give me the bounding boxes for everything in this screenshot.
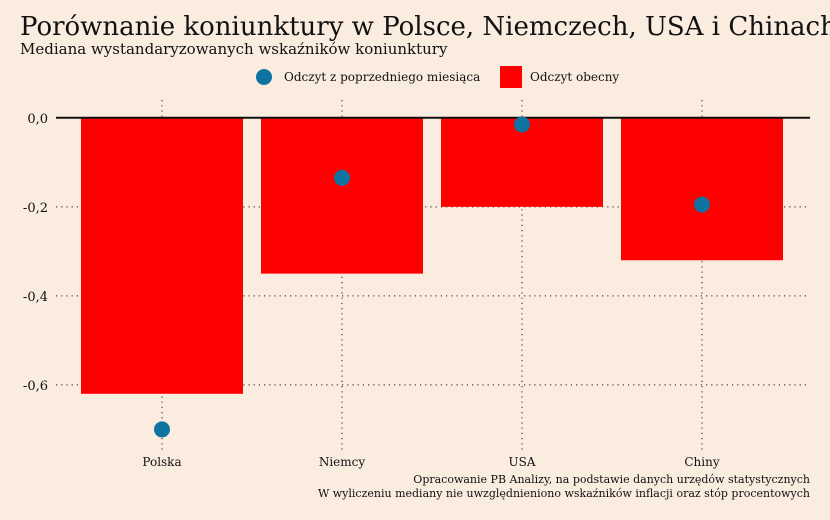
legend-marker-current — [500, 66, 522, 88]
legend-item-previous: Odczyt z poprzedniego miesiąca — [256, 66, 480, 88]
x-tick-label-niemcy: Niemcy — [319, 455, 366, 469]
point-niemcy — [334, 169, 350, 186]
legend-marker-previous — [256, 69, 272, 85]
legend-label-previous: Odczyt z poprzedniego miesiąca — [284, 70, 481, 84]
legend-label-current: Odczyt obecny — [530, 70, 620, 84]
x-tick-label-polska: Polska — [142, 455, 181, 469]
bar-niemcy — [261, 117, 423, 274]
bar-chiny — [621, 117, 783, 261]
bar-polska — [81, 117, 243, 394]
footnote-source: Opracowanie PB Analizy, na podstawie dan… — [413, 473, 810, 486]
point-polska — [154, 421, 170, 438]
y-tick-label: -0,6 — [23, 379, 48, 394]
y-tick-label: -0,2 — [23, 201, 48, 216]
legend: Odczyt z poprzedniego miesiąca Odczyt ob… — [0, 66, 830, 88]
x-tick-label-usa: USA — [509, 455, 536, 469]
point-usa — [514, 116, 530, 133]
point-chiny — [694, 196, 710, 213]
y-tick-label: -0,4 — [23, 290, 48, 305]
y-tick-label: 0,0 — [27, 112, 48, 127]
chart-subtitle: Mediana wystandaryzowanych wskaźników ko… — [20, 40, 448, 58]
legend-item-current: Odczyt obecny — [500, 66, 619, 88]
footnote-method: W wyliczeniu mediany nie uwzględnieniono… — [317, 487, 810, 500]
bar-usa — [441, 117, 603, 207]
x-tick-label-chiny: Chiny — [684, 455, 719, 469]
chart-title: Porównanie koniunktury w Polsce, Niemcze… — [20, 12, 830, 42]
